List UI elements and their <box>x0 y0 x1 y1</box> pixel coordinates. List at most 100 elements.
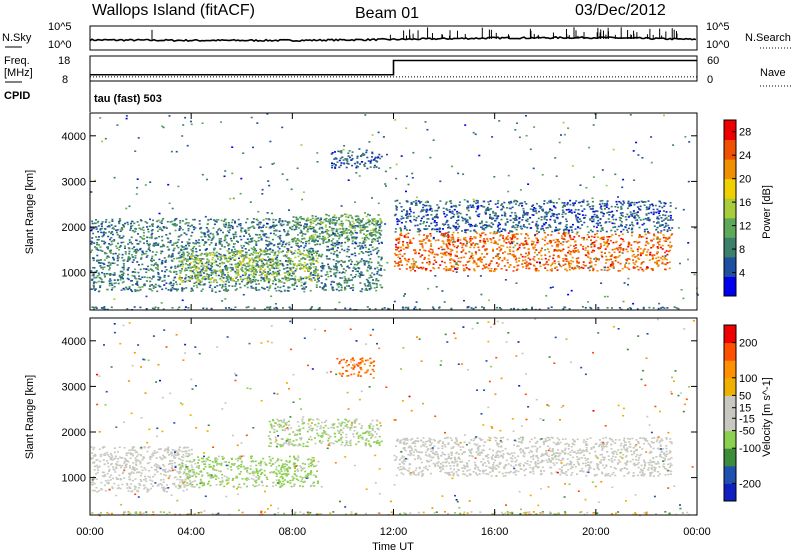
echo-cell <box>552 202 555 204</box>
cpid-panel: CPID tau (fast) 503 <box>4 81 162 112</box>
echo-cell <box>380 265 383 267</box>
echo-cell <box>206 248 208 250</box>
echo-cell <box>625 248 628 251</box>
echo-cell <box>540 228 543 231</box>
echo-cell <box>464 231 467 233</box>
echo-cell <box>103 242 106 245</box>
echo-cell <box>171 244 174 246</box>
echo-cell <box>462 268 465 270</box>
echo-cell <box>451 241 454 244</box>
echo-cell <box>340 263 342 266</box>
echo-cell <box>167 289 170 291</box>
echo-cell <box>651 258 654 260</box>
echo-cell <box>259 166 262 168</box>
echo-cell <box>576 216 579 219</box>
echo-cell <box>473 269 476 272</box>
echo-cell <box>189 262 192 264</box>
echo-cell <box>504 224 507 226</box>
echo-cell <box>628 262 631 265</box>
echo-cell <box>398 261 400 263</box>
echo-cell <box>465 240 468 243</box>
echo-cell <box>657 241 659 244</box>
echo-cell <box>181 280 184 283</box>
echo-cell <box>448 253 451 256</box>
echo-cell <box>557 260 560 263</box>
echo-cell <box>153 242 156 245</box>
echo-cell <box>99 246 102 248</box>
echo-cell <box>128 239 131 241</box>
echo-cell <box>189 263 191 265</box>
echo-cell <box>555 245 558 248</box>
echo-cell <box>548 224 551 226</box>
echo-cell <box>591 242 594 244</box>
echo-cell <box>130 280 133 282</box>
echo-cell <box>648 207 651 210</box>
echo-cell <box>543 231 546 234</box>
echo-cell <box>299 278 302 281</box>
echo-cell <box>355 236 358 239</box>
echo-cell <box>643 230 646 233</box>
echo-cell <box>497 255 499 258</box>
echo-cell <box>222 272 224 275</box>
echo-cell <box>263 280 266 283</box>
echo-cell <box>123 259 126 261</box>
echo-cell <box>581 214 584 216</box>
echo-cell <box>306 240 309 243</box>
echo-cell <box>627 227 630 230</box>
echo-cell <box>104 241 107 244</box>
echo-cell <box>560 235 563 237</box>
echo-cell <box>526 212 529 214</box>
echo-cell <box>363 238 366 241</box>
echo-cell <box>618 200 621 203</box>
echo-cell <box>121 266 124 269</box>
echo-cell <box>359 290 362 292</box>
echo-cell <box>348 267 351 269</box>
echo-cell <box>441 223 444 225</box>
echo-cell <box>157 219 160 222</box>
echo-cell <box>317 261 320 264</box>
echo-cell <box>538 210 540 213</box>
echo-cell <box>198 239 200 241</box>
echo-cell <box>179 225 181 228</box>
echo-cell <box>503 240 506 243</box>
echo-cell <box>240 229 243 231</box>
echo-cell <box>400 249 402 252</box>
echo-cell <box>233 280 235 282</box>
echo-cell <box>297 278 299 281</box>
echo-cell <box>498 227 501 230</box>
echo-cell <box>354 231 357 234</box>
echo-cell <box>214 272 217 275</box>
echo-cell <box>249 278 251 280</box>
echo-cell <box>285 254 288 256</box>
echo-cell <box>348 285 350 287</box>
echo-cell <box>180 256 183 258</box>
echo-cell <box>139 247 142 250</box>
echo-cell <box>448 211 451 213</box>
echo-cell <box>629 224 631 227</box>
echo-cell <box>472 257 475 260</box>
echo-cell <box>218 239 221 242</box>
echo-cell <box>104 275 106 278</box>
echo-cell <box>191 289 194 292</box>
echo-cell <box>426 237 429 239</box>
echo-cell <box>155 251 158 253</box>
echo-cell <box>633 241 636 243</box>
echo-cell <box>187 267 190 269</box>
echo-cell <box>299 229 302 232</box>
echo-cell <box>497 263 500 265</box>
echo-cell <box>551 263 554 266</box>
echo-cell <box>375 278 378 280</box>
echo-cell <box>110 240 113 243</box>
echo-cell <box>300 264 303 266</box>
echo-cell <box>327 236 330 239</box>
echo-cell <box>265 233 268 235</box>
echo-cell <box>278 264 281 266</box>
echo-cell <box>248 264 251 267</box>
echo-cell <box>452 265 455 268</box>
echo-cell <box>486 225 489 228</box>
echo-cell <box>328 223 331 225</box>
echo-cell <box>336 256 339 258</box>
echo-cell <box>250 285 253 288</box>
echo-cell <box>378 167 381 169</box>
echo-cell <box>317 276 319 278</box>
